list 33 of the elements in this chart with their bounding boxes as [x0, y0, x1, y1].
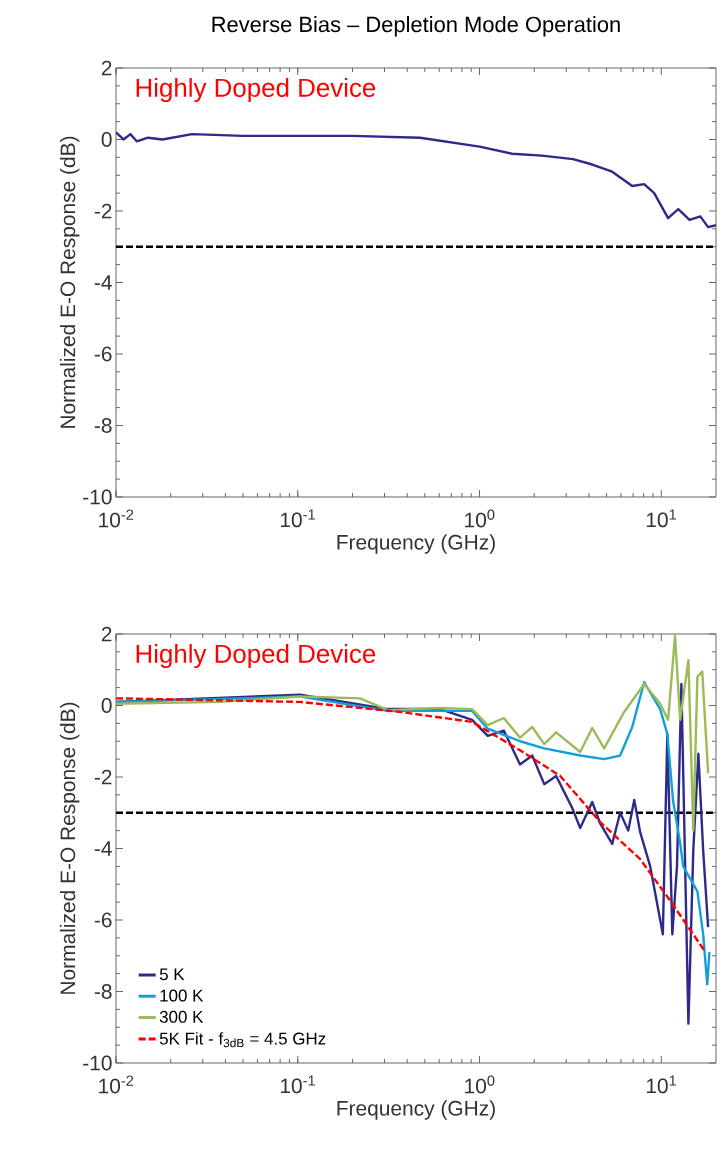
y-tick-label: -6 — [94, 346, 112, 362]
y-tick-label: -10 — [83, 1055, 112, 1071]
y-axis-title: Normalized E-O Response (dB) — [59, 136, 80, 428]
x-tick-label: 10$^{-1}$ — [280, 1075, 315, 1094]
y-tick-label: -4 — [94, 841, 112, 856]
x-tick-label: 10$^{-2}$ — [99, 509, 134, 528]
x-tick-label: 10$^{-2}$ — [99, 1075, 134, 1094]
y-tick-label: -6 — [94, 912, 112, 928]
y-tick-label: -8 — [94, 984, 112, 999]
x-axis-title: Frequency (GHz) — [337, 534, 495, 554]
y-tick-label: -2 — [94, 769, 112, 785]
chart-title: Reverse Bias – Depletion Mode Operation — [212, 16, 620, 37]
y-tick-label: -4 — [94, 275, 112, 290]
y-axis-title: Normalized E-O Response (dB) — [59, 702, 80, 994]
y-tick-label: -2 — [94, 203, 112, 219]
legend-label: 5 K — [159, 968, 185, 981]
x-tick-label: 10$^{1}$ — [646, 509, 677, 528]
x-tick-label: 10$^{0}$ — [465, 1075, 495, 1094]
y-tick-label: 0 — [101, 132, 112, 147]
x-tick-label: 10$^{-1}$ — [280, 509, 315, 528]
y-tick-label: 2 — [101, 60, 112, 76]
legend-label: 300 K — [159, 1010, 204, 1023]
y-tick-label: -10 — [83, 489, 112, 505]
x-tick-label: 10$^{0}$ — [465, 509, 495, 528]
y-tick-label: 0 — [101, 698, 112, 713]
y-tick-label: -8 — [94, 418, 112, 433]
x-axis-title: Frequency (GHz) — [337, 1100, 495, 1120]
y-tick-label: 2 — [101, 626, 112, 642]
annotation: Highly Doped Device — [136, 77, 376, 103]
x-tick-label: 10$^{1}$ — [646, 1075, 677, 1094]
legend-label: 100 K — [160, 989, 204, 1002]
annotation: Highly Doped Device — [136, 643, 376, 669]
legend-label: 5K Fit - f$_{3dB}$ = 4.5 GHz — [159, 1032, 326, 1048]
